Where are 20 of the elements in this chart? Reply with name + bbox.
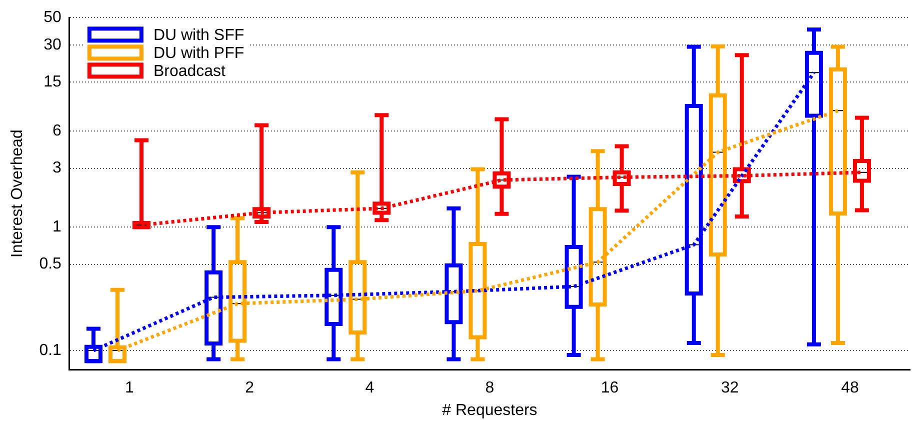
y-tick-label: 3 [52, 160, 62, 177]
x-tick-label: 16 [600, 380, 619, 397]
y-tick-label: 50 [44, 9, 62, 26]
x-tick-label: 8 [485, 380, 494, 397]
legend-label: DU with PFF [153, 45, 244, 62]
y-axis-title: Interest Overhead [9, 130, 26, 258]
x-axis-title: # Requesters [442, 402, 538, 419]
y-tick-label: 6 [52, 122, 62, 140]
y-tick-label: 1 [52, 218, 62, 236]
x-tick-label: 1 [125, 380, 134, 397]
y-tick-label: 0.1 [39, 342, 62, 359]
x-tick-label: 32 [720, 380, 739, 397]
y-tick-label: 0.5 [39, 256, 62, 273]
x-tick-label: 2 [245, 380, 254, 397]
legend-label: Broadcast [153, 63, 226, 80]
x-tick-label: 48 [841, 380, 859, 397]
y-tick-label: 30 [44, 36, 62, 54]
legend-label: DU with SFF [153, 27, 244, 44]
y-tick-label: 15 [44, 74, 62, 90]
x-tick-label: 4 [365, 380, 374, 397]
